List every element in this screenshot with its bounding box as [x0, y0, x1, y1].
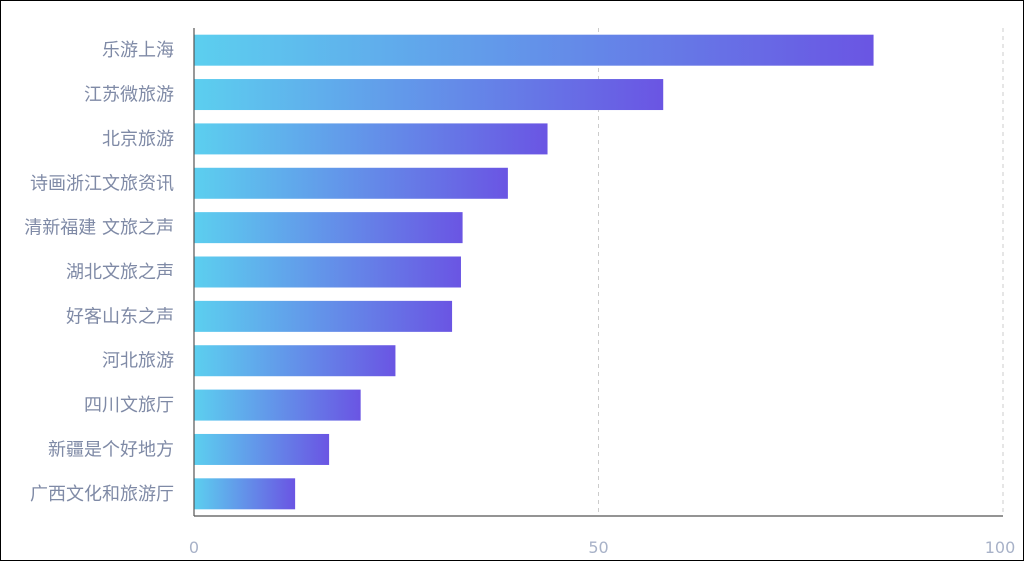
x-tick-label-100: 100 [985, 538, 1016, 557]
bar-3[interactable] [194, 167, 508, 199]
category-label-1: 江苏微旅游 [84, 85, 174, 106]
bar-6[interactable] [194, 300, 453, 332]
category-label-4: 清新福建 文旅之声 [24, 218, 174, 239]
category-label-0: 乐游上海 [102, 40, 174, 61]
category-label-2: 北京旅游 [102, 129, 174, 150]
bar-4[interactable] [194, 212, 463, 244]
x-tick-label-50: 50 [588, 538, 608, 557]
x-tick-label-0: 0 [189, 538, 199, 557]
bars [194, 34, 874, 510]
bar-5[interactable] [194, 256, 461, 288]
category-label-6: 好客山东之声 [66, 306, 174, 327]
bar-8[interactable] [194, 389, 361, 421]
bar-10[interactable] [194, 478, 296, 510]
category-label-8: 四川文旅厅 [84, 395, 174, 416]
bar-1[interactable] [194, 79, 664, 111]
category-label-7: 河北旅游 [102, 351, 174, 372]
bar-2[interactable] [194, 123, 548, 155]
category-label-10: 广西文化和旅游厅 [30, 484, 174, 505]
bar-7[interactable] [194, 345, 396, 377]
bar-0[interactable] [194, 34, 874, 66]
bar-9[interactable] [194, 433, 330, 465]
category-label-9: 新疆是个好地方 [48, 439, 174, 460]
tick-labels: 0 50 100 [189, 538, 1015, 557]
category-label-3: 诗画浙江文旅资讯 [30, 173, 174, 194]
axes [193, 28, 1003, 517]
category-label-5: 湖北文旅之声 [66, 262, 174, 283]
